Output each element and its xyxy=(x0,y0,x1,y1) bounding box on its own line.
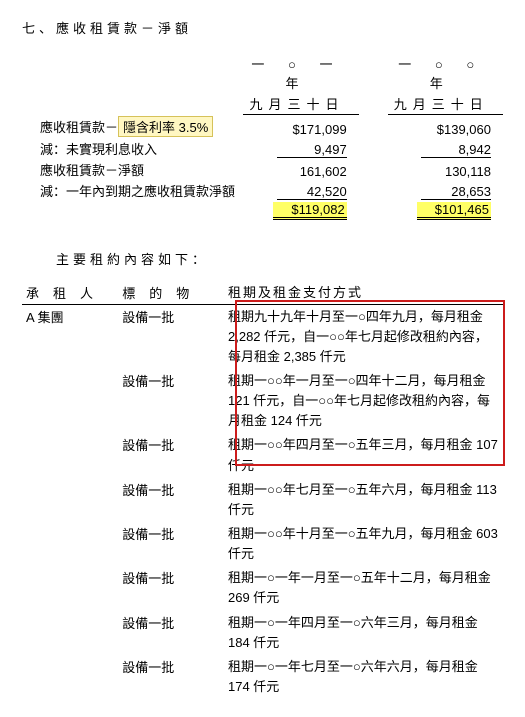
col2-year: 一 ○ ○ 年 xyxy=(388,53,503,93)
r3-a: 161,602 xyxy=(300,164,347,179)
table-row: A 集團 設備一批 租期九十九年十月至一○四年九月，每月租金 2,282 仟元，… xyxy=(22,304,503,369)
r1-a: $171,099 xyxy=(292,122,346,137)
r3-b: 130,118 xyxy=(445,164,491,179)
r5-b: $101,465 xyxy=(417,202,491,220)
table-row: 設備一批 租期一○○年七月至一○五年六月，每月租金 113 仟元 xyxy=(22,478,503,522)
table-row: 設備一批 租期一○○年四月至一○五年三月，每月租金 107 仟元 xyxy=(22,433,503,477)
table-row: 設備一批 租期一○○年一月至一○四年十二月，每月租金 121 仟元，自一○○年七… xyxy=(22,369,503,433)
desc-3: 租期一○○年四月至一○五年三月，每月租金 107 仟元 xyxy=(224,433,503,477)
row3-label: 應收租賃款－淨額 xyxy=(22,159,243,180)
table-row: 設備一批 租期一○一年四月至一○六年三月，每月租金 184 仟元 xyxy=(22,611,503,655)
r2-b: 8,942 xyxy=(421,142,491,158)
desc-6: 租期一○一年一月至一○五年十二月，每月租金 269 仟元 xyxy=(224,566,503,610)
financial-table: 一 ○ 一 年 一 ○ ○ 年 九月三十日 九月三十日 應收租賃款－隱含利率 3… xyxy=(22,53,503,221)
desc-8: 租期一○一年七月至一○六年六月，每月租金 174 仟元 xyxy=(224,655,503,699)
lease-table: 承租人 標的物 租期及租金支付方式 A 集團 設備一批 租期九十九年十月至一○四… xyxy=(22,282,503,700)
sub-header: 主要租約內容如下： xyxy=(22,249,503,268)
desc-1: 租期九十九年十月至一○四年九月，每月租金 2,282 仟元，自一○○年七月起修改… xyxy=(224,304,503,369)
row2-label: 減：未實現利息收入 xyxy=(22,138,243,159)
table-row: 設備一批 租期一○一年一月至一○五年十二月，每月租金 269 仟元 xyxy=(22,566,503,610)
list-item: 設備一批 xyxy=(118,611,224,655)
th-obj: 標的物 xyxy=(118,282,224,305)
col2-date: 九月三十日 xyxy=(388,93,503,115)
table-row: 設備一批 租期一○○年十月至一○五年九月，每月租金 603 仟元 xyxy=(22,522,503,566)
table-row: 設備一批 租期一○一年七月至一○六年六月，每月租金 174 仟元 xyxy=(22,655,503,699)
desc-7: 租期一○一年四月至一○六年三月，每月租金 184 仟元 xyxy=(224,611,503,655)
list-item: 設備一批 xyxy=(118,433,224,477)
r2-a: 9,497 xyxy=(277,142,347,158)
col1-date: 九月三十日 xyxy=(243,93,358,115)
r4-b: 28,653 xyxy=(421,184,491,200)
lessee-name: A 集團 xyxy=(22,304,118,369)
list-item: 設備一批 xyxy=(118,478,224,522)
list-item: 設備一批 xyxy=(118,369,224,433)
list-item: 設備一批 xyxy=(118,522,224,566)
rate-tag: 隱含利率 3.5% xyxy=(118,116,213,137)
list-item: 設備一批 xyxy=(118,566,224,610)
list-item: 設備一批 xyxy=(118,655,224,699)
row4-label: 減：一年內到期之應收租賃款淨額 xyxy=(22,180,243,201)
col1-year: 一 ○ 一 年 xyxy=(243,53,358,93)
th-lessee: 承租人 xyxy=(22,282,118,305)
section-title: 七、應收租賃款－淨額 xyxy=(22,18,503,37)
r4-a: 42,520 xyxy=(277,184,347,200)
r1-b: $139,060 xyxy=(437,122,491,137)
desc-4: 租期一○○年七月至一○五年六月，每月租金 113 仟元 xyxy=(224,478,503,522)
desc-2: 租期一○○年一月至一○四年十二月，每月租金 121 仟元，自一○○年七月起修改租… xyxy=(224,369,503,433)
th-desc: 租期及租金支付方式 xyxy=(224,282,503,305)
desc-5: 租期一○○年十月至一○五年九月，每月租金 603 仟元 xyxy=(224,522,503,566)
r5-a: $119,082 xyxy=(273,202,347,220)
list-item: 設備一批 xyxy=(118,304,224,369)
row1-label: 應收租賃款－ xyxy=(40,120,118,135)
